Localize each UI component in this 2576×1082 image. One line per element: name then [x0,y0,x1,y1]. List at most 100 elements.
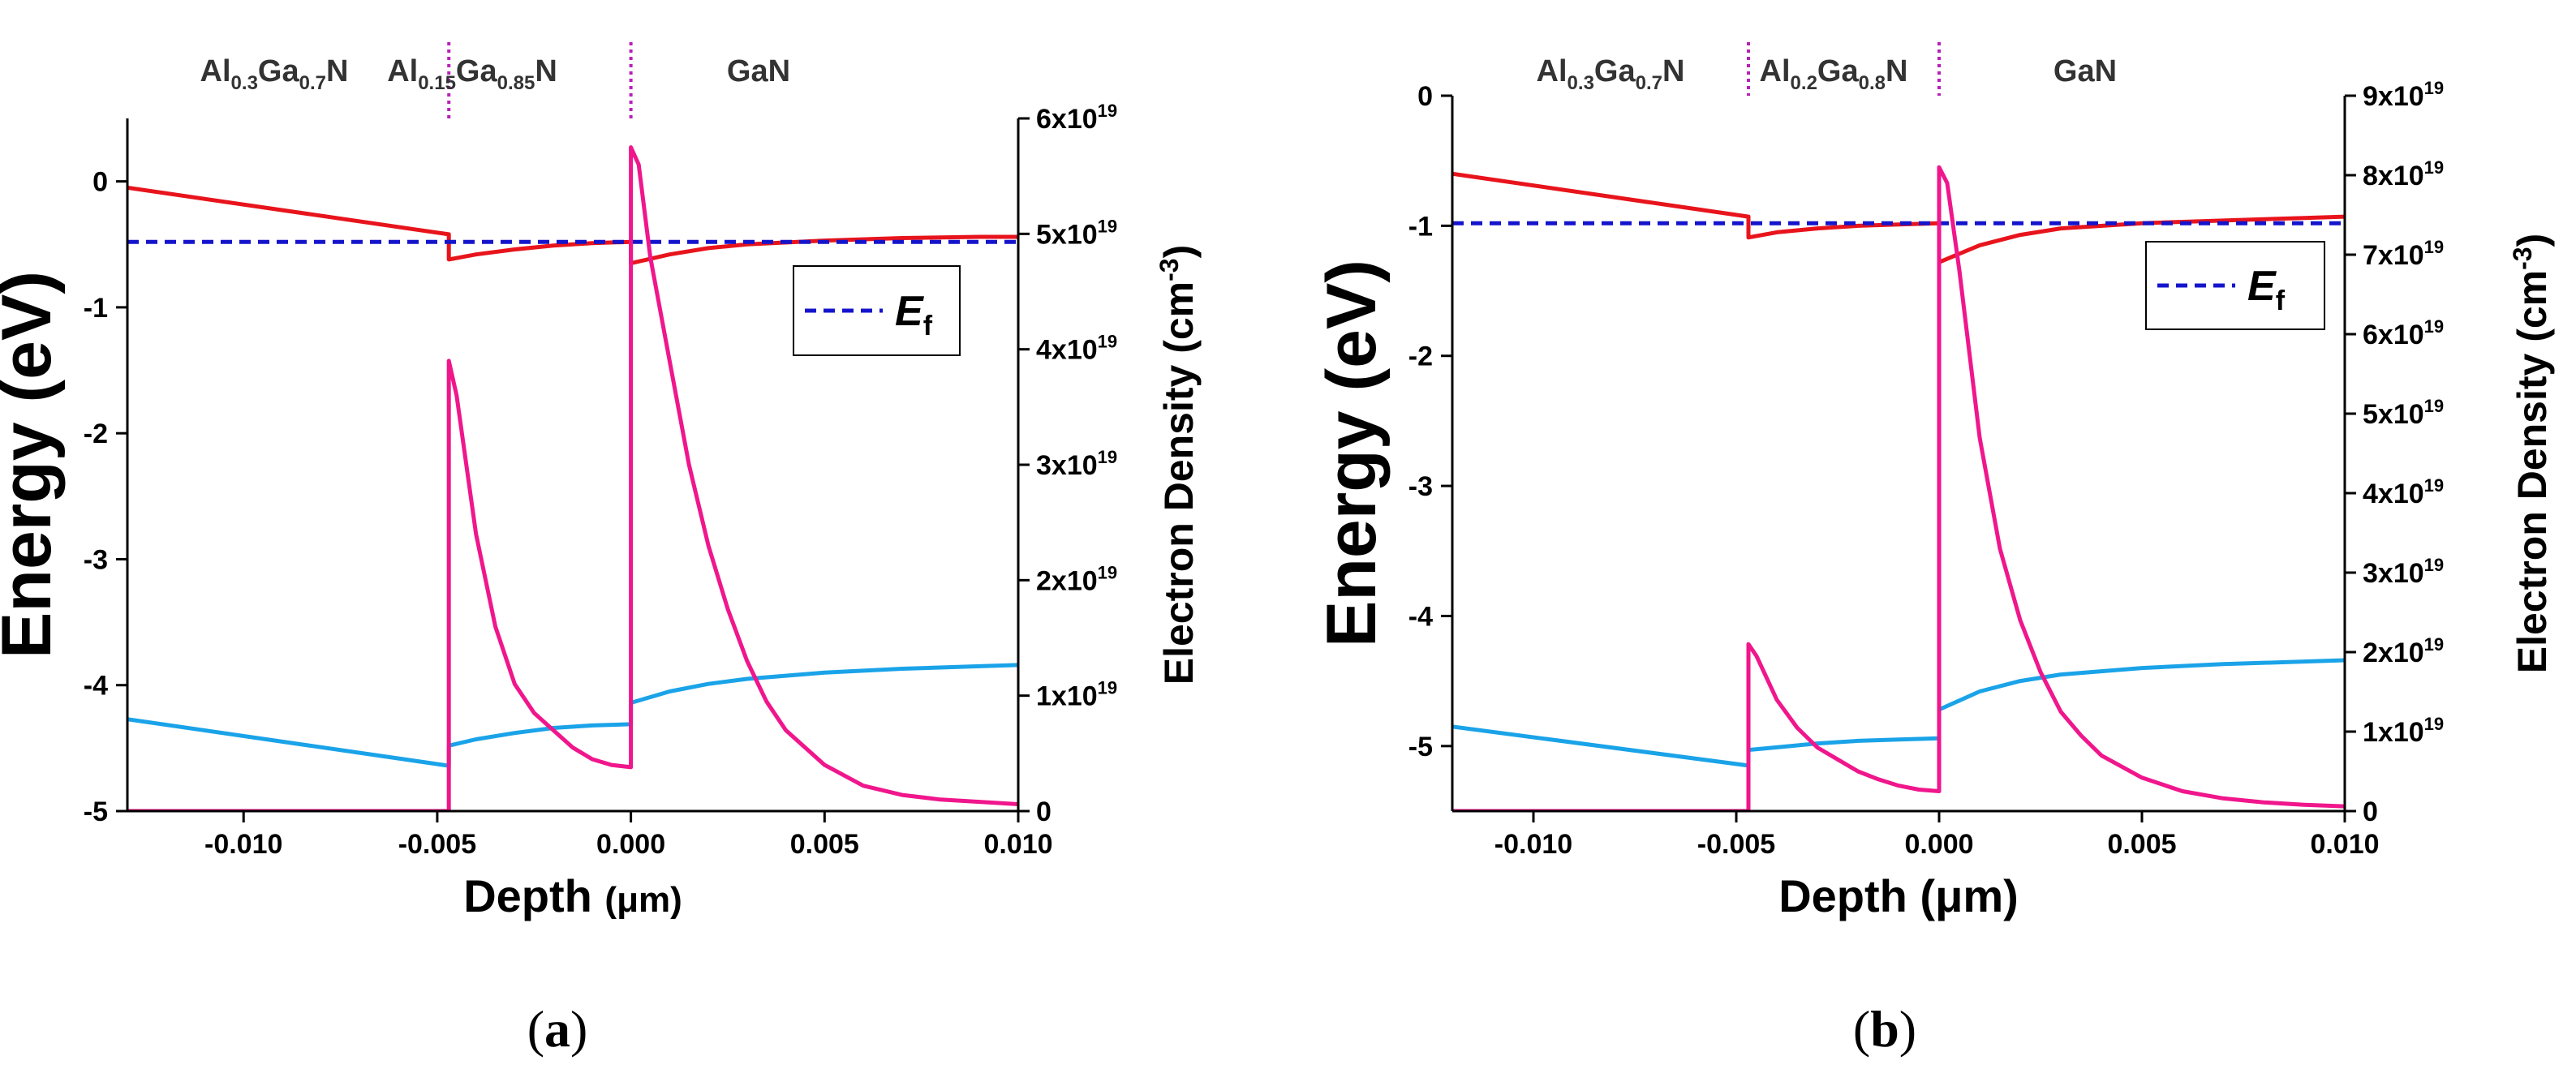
x-tick-label: -0.010 [1494,829,1572,860]
x-axis-label-unit: (μm) [604,880,682,920]
y-tick-label: -3 [1408,471,1433,502]
y2-tick-label: 2x1019 [1036,562,1117,596]
x-tick-label: 0.000 [596,829,665,860]
x-tick-label: 0.005 [790,829,859,860]
layer-label-subscript: 0.3 [231,72,258,94]
y2-tick-label: 0 [1036,796,1051,827]
y2-tick-label: 8x1019 [2363,157,2444,191]
y2-tick-mantissa: 3x10 [2363,558,2424,589]
layer-label-text: N [326,54,348,88]
legend-label: Ef [895,288,933,341]
y2-axis-label-close: ) [1156,245,1202,259]
y2-axis-label-text: Electron Density (cm [2509,270,2555,673]
y2-axis-label-text: Electron Density (cm [1156,281,1202,685]
y2-tick-mantissa: 6x10 [2363,320,2424,350]
y2-axis-label-exponent: -3 [2508,247,2537,269]
y2-tick-label: 3x1019 [2363,555,2444,589]
legend-label-sub: f [2276,286,2286,316]
series-line-electron-density [1452,165,2345,811]
y2-tick-exponent: 19 [1098,332,1117,352]
y2-tick-label: 3x1019 [1036,447,1117,481]
layer-label-subscript: 0.7 [1636,72,1662,94]
panel-label-open: ( [1853,1000,1870,1058]
layer-label-text: Ga [1594,54,1636,88]
y2-axis-label-exponent: -3 [1155,258,1184,281]
x-axis-label-unit: (μm) [1920,870,2018,921]
layer-label-text: N [1662,54,1684,88]
y-axis-label: Energy (eV) [1313,260,1391,647]
x-tick-label: 0.000 [1904,829,1973,860]
layer-label-text: N [535,54,557,88]
x-tick-label: -0.005 [1697,829,1775,860]
panel-label-close: ) [570,1000,587,1058]
y-tick-label: -1 [1408,211,1433,242]
y2-axis-label-close: ) [2509,234,2555,247]
y2-tick-mantissa: 1x10 [1036,681,1098,712]
legend-box [793,265,961,356]
layer-label-text: Ga [456,54,498,88]
layer-label-subscript: 0.8 [1859,72,1886,94]
y-tick-label: 0 [1417,81,1433,112]
panel-label: (a) [527,1000,588,1058]
layer-label-text: Al [1537,54,1568,88]
panel-label-close: ) [1899,1000,1916,1058]
legend-label-sub: f [923,311,933,341]
layer-label-text: Al [387,54,418,88]
x-tick-label: 0.005 [2107,829,2176,860]
y2-tick-label: 1x1019 [1036,678,1117,712]
layer-label-subscript: 0.85 [497,72,535,94]
y-tick-label: -2 [84,419,108,449]
y2-tick-label: 4x1019 [2363,475,2444,509]
x-axis-label: Depth (μm) [1778,870,2019,921]
y2-tick-mantissa: 4x10 [2363,479,2424,509]
layer-label: GaN [727,54,790,88]
layer-label: GaN [2053,54,2117,88]
y2-tick-mantissa: 2x10 [2363,638,2424,668]
y2-tick-exponent: 19 [2424,316,2444,337]
series-line-valence-band [127,663,1018,768]
y2-tick-label: 1x1019 [2363,714,2444,748]
y2-tick-exponent: 19 [1098,447,1117,467]
y2-tick-label: 0 [2363,796,2378,827]
layer-label: Al0.2Ga0.8N [1760,54,1908,94]
layer-label-text: Ga [258,54,300,88]
x-axis-label-text: Depth [463,870,604,921]
layer-label-text: Al [200,54,231,88]
y2-tick-label: 5x1019 [2363,396,2444,430]
y-tick-label: -2 [1408,341,1433,372]
panel-label-letter: b [1870,1000,1899,1058]
layer-label: Al0.15Ga0.85N [387,54,557,94]
y2-tick-exponent: 19 [2424,475,2444,496]
y2-tick-exponent: 19 [2424,634,2444,655]
layer-label-text: Ga [1817,54,1860,88]
y2-tick-mantissa: 5x10 [1036,219,1098,250]
panel-label: (b) [1853,1000,1916,1058]
x-tick-label: -0.005 [398,829,476,860]
y2-axis-label: Electron Density (cm-3) [1155,245,1202,685]
y2-tick-exponent: 19 [2424,237,2444,257]
x-axis-label: Depth (μm) [463,870,682,921]
y-tick-label: 0 [92,167,108,198]
layer-label-text: N [1886,54,1907,88]
layer-label-subscript: 0.15 [418,72,456,94]
y2-tick-exponent: 19 [2424,714,2444,734]
y2-tick-label: 2x1019 [2363,634,2444,668]
layer-label-text: GaN [727,54,790,88]
legend-label-main: E [895,288,924,335]
y2-tick-exponent: 19 [1098,101,1117,121]
y2-tick-exponent: 19 [2424,396,2444,416]
layer-label: Al0.3Ga0.7N [200,54,349,94]
y2-tick-mantissa: 1x10 [2363,717,2424,748]
y2-tick-label: 9x1019 [2363,78,2444,112]
y-tick-label: -5 [1408,732,1433,762]
x-axis-label-text: Depth [1778,870,1920,921]
layer-label: Al0.3Ga0.7N [1537,54,1685,94]
legend-label: Ef [2247,263,2286,316]
y2-tick-mantissa: 9x10 [2363,81,2424,112]
y2-tick-label: 6x1019 [1036,101,1117,135]
layer-label-text: Al [1760,54,1791,88]
y2-axis-label: Electron Density (cm-3) [2508,234,2555,673]
layer-label-subscript: 0.2 [1791,72,1817,94]
